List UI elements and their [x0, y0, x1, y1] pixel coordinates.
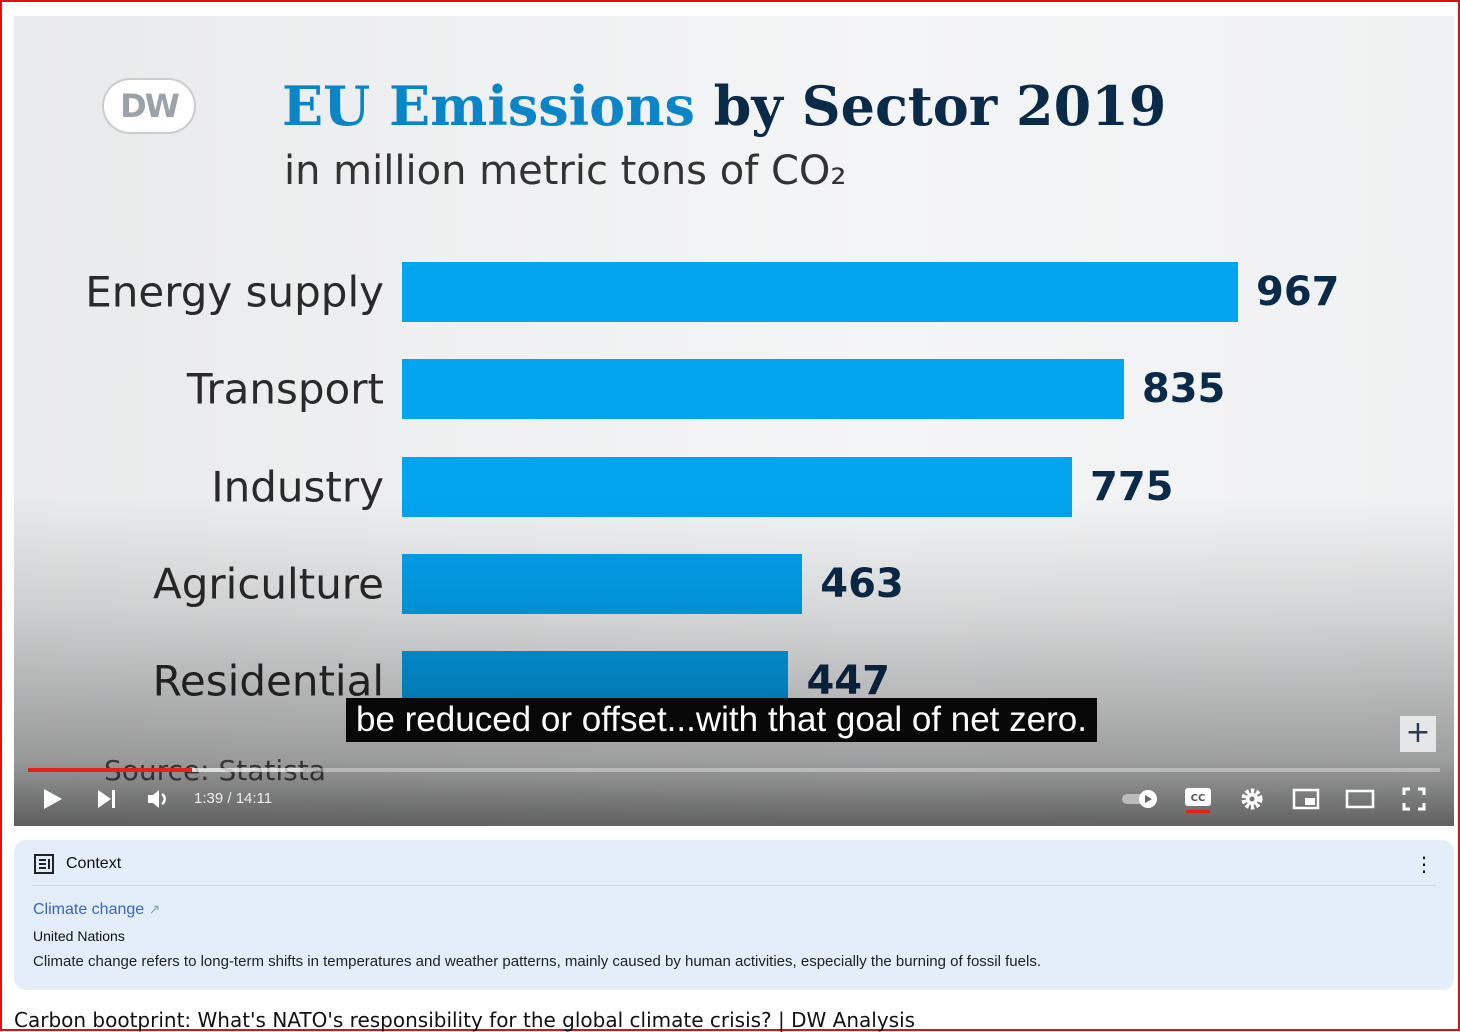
- cc-icon: CC: [1185, 788, 1211, 813]
- value-label: 775: [1090, 463, 1174, 510]
- theater-icon: [1345, 789, 1375, 809]
- context-title: Context: [66, 855, 122, 872]
- play-button[interactable]: [38, 784, 68, 814]
- fullscreen-icon: [1402, 787, 1426, 811]
- volume-button[interactable]: [144, 784, 174, 814]
- settings-button[interactable]: [1236, 784, 1268, 814]
- captions-button[interactable]: CC: [1182, 784, 1214, 814]
- context-icon: [34, 854, 54, 874]
- bar: [402, 359, 1124, 420]
- context-header: Context: [34, 854, 121, 874]
- chart-subtitle: in million metric tons of CO₂: [284, 148, 847, 194]
- volume-icon: [148, 790, 166, 808]
- video-title: Carbon bootprint: What's NATO's responsi…: [14, 1008, 916, 1032]
- played-bar: [28, 768, 192, 772]
- add-button[interactable]: +: [1400, 716, 1436, 752]
- bar: [402, 456, 1072, 517]
- category-label: Transport: [186, 364, 384, 414]
- next-icon: [98, 790, 115, 808]
- progress-bar[interactable]: [28, 768, 1440, 772]
- external-link-icon: ↗: [148, 901, 161, 917]
- chart-title-rest: by Sector 2019: [713, 74, 1167, 138]
- category-label: Industry: [211, 462, 384, 512]
- autoplay-toggle[interactable]: [1120, 784, 1160, 814]
- more-options-icon[interactable]: ⋮: [1414, 852, 1434, 876]
- context-link-label: Climate change: [33, 901, 145, 918]
- chart-title: EU Emissions by Sector 2019: [282, 74, 1166, 138]
- theater-mode-button[interactable]: [1344, 784, 1376, 814]
- time-display: 1:39 / 14:11: [194, 790, 273, 807]
- video-player[interactable]: DW EU Emissions by Sector 2019 in millio…: [14, 16, 1454, 826]
- value-label: 967: [1256, 269, 1340, 315]
- svg-text:CC: CC: [1191, 793, 1206, 804]
- fullscreen-button[interactable]: [1398, 784, 1430, 814]
- context-source: United Nations: [33, 928, 125, 944]
- value-label: 835: [1141, 366, 1226, 413]
- gear-icon: [1241, 788, 1263, 810]
- category-label: Energy supply: [85, 267, 384, 317]
- dw-logo: DW: [104, 80, 194, 132]
- context-description: Climate change refers to long-term shift…: [33, 953, 1041, 970]
- autoplay-icon: [1122, 790, 1157, 808]
- closed-caption: be reduced or offset...with that goal of…: [346, 698, 1097, 742]
- bar: [402, 553, 803, 614]
- miniplayer-button[interactable]: [1290, 784, 1322, 814]
- chart-title-highlight: EU Emissions: [282, 74, 695, 138]
- miniplayer-icon: [1292, 788, 1320, 810]
- divider: [32, 885, 1436, 886]
- bar: [402, 262, 1238, 322]
- context-panel: Context ⋮ Climate change ↗ United Nation…: [14, 840, 1454, 990]
- context-link[interactable]: Climate change ↗: [33, 901, 160, 919]
- value-label: 463: [820, 560, 904, 607]
- category-label: Agriculture: [153, 559, 384, 609]
- next-button[interactable]: [92, 784, 122, 814]
- play-icon: [44, 789, 62, 809]
